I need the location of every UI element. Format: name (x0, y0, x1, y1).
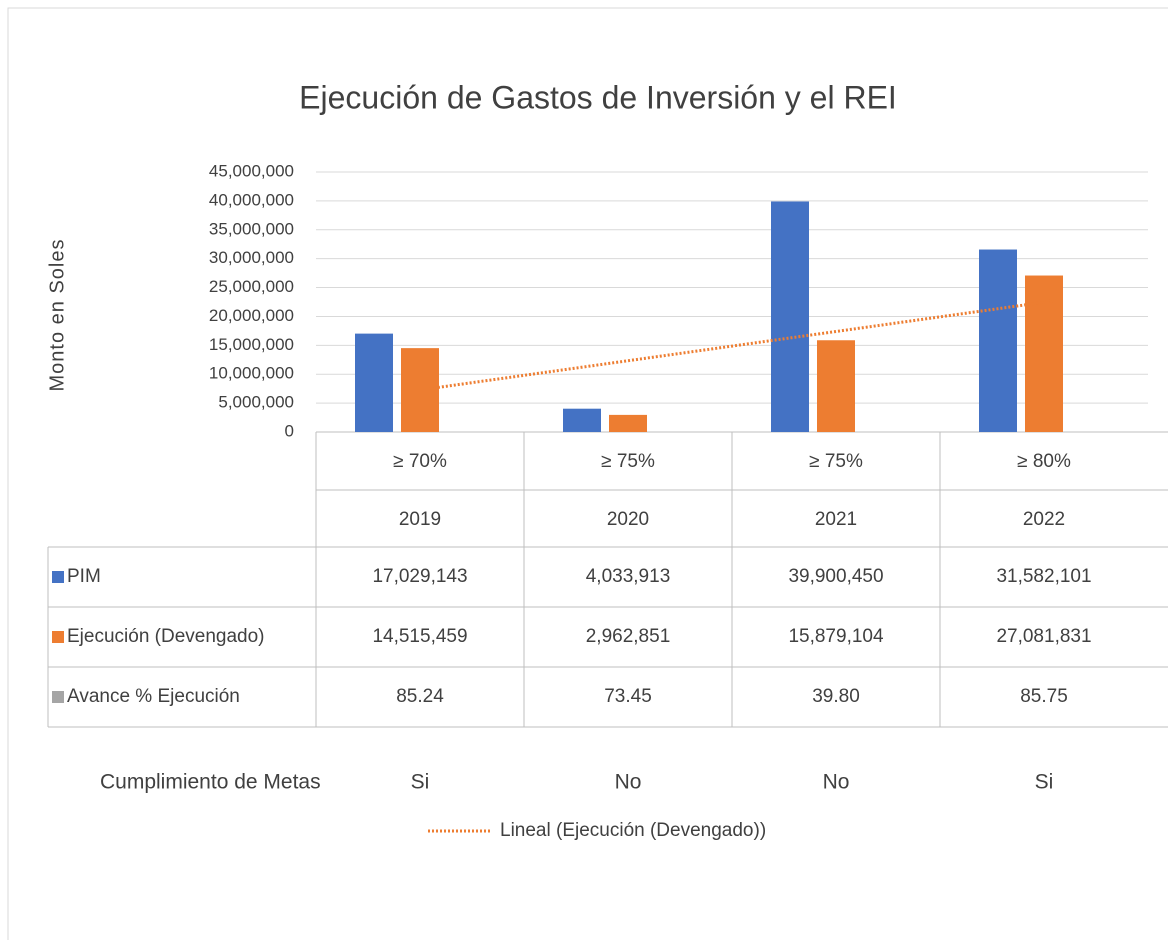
chart-title: Ejecución de Gastos de Inversión y el RE… (299, 79, 897, 115)
x-tick-label: 2021 (815, 509, 857, 530)
x-tick-label: 2022 (1023, 509, 1065, 530)
table-value: 39.80 (812, 686, 860, 707)
y-tick-label: 0 (285, 421, 294, 440)
table-value: 15,879,104 (788, 626, 884, 647)
y-tick-label: 30,000,000 (209, 248, 294, 267)
table-value: 2,962,851 (586, 626, 671, 647)
table-value: 17,029,143 (372, 566, 467, 587)
table-value: 14,515,459 (372, 626, 467, 647)
bar (401, 348, 439, 432)
x-tick-label: 2020 (607, 509, 649, 530)
legend-label: Avance % Ejecución (67, 686, 240, 707)
table-value: 39,900,450 (788, 566, 883, 587)
trendline (429, 299, 1055, 391)
y-tick-label: 35,000,000 (209, 219, 294, 238)
legend-key (52, 571, 64, 583)
meta-label: Cumplimiento de Metas (100, 771, 321, 794)
meta-value: No (823, 771, 850, 794)
bar (979, 249, 1017, 432)
y-tick-label: 40,000,000 (209, 190, 294, 209)
table-value: 27,081,831 (996, 626, 1091, 647)
meta-value: Si (411, 771, 430, 794)
legend-label: Ejecución (Devengado) (67, 626, 265, 647)
category-threshold: ≥ 75% (601, 451, 655, 472)
legend-key (52, 631, 64, 643)
bar (817, 340, 855, 432)
y-tick-label: 20,000,000 (209, 306, 294, 325)
table-value: 4,033,913 (586, 566, 671, 587)
bar (563, 408, 601, 432)
trendline-legend-label: Lineal (Ejecución (Devengado)) (500, 820, 766, 841)
category-threshold: ≥ 70% (393, 451, 447, 472)
y-tick-label: 5,000,000 (218, 393, 294, 412)
y-axis-label: Monto en Soles (46, 239, 68, 392)
table-value: 73.45 (604, 686, 652, 707)
chart-frame (7, 7, 1168, 940)
table-value: 85.24 (396, 686, 444, 707)
meta-value: No (615, 771, 642, 794)
legend-key (52, 691, 64, 703)
y-tick-label: 10,000,000 (209, 364, 294, 383)
y-tick-label: 45,000,000 (209, 161, 294, 180)
legend-label: PIM (67, 566, 101, 587)
bar (609, 414, 647, 432)
bar (1025, 275, 1063, 432)
meta-value: Si (1035, 771, 1054, 794)
y-tick-label: 15,000,000 (209, 335, 294, 354)
category-threshold: ≥ 75% (809, 451, 863, 472)
table-value: 85.75 (1020, 686, 1068, 707)
category-threshold: ≥ 80% (1017, 451, 1071, 472)
table-value: 31,582,101 (996, 566, 1091, 587)
x-tick-label: 2019 (399, 509, 441, 530)
y-tick-label: 25,000,000 (209, 277, 294, 296)
bar (355, 333, 393, 432)
bar (771, 201, 809, 432)
